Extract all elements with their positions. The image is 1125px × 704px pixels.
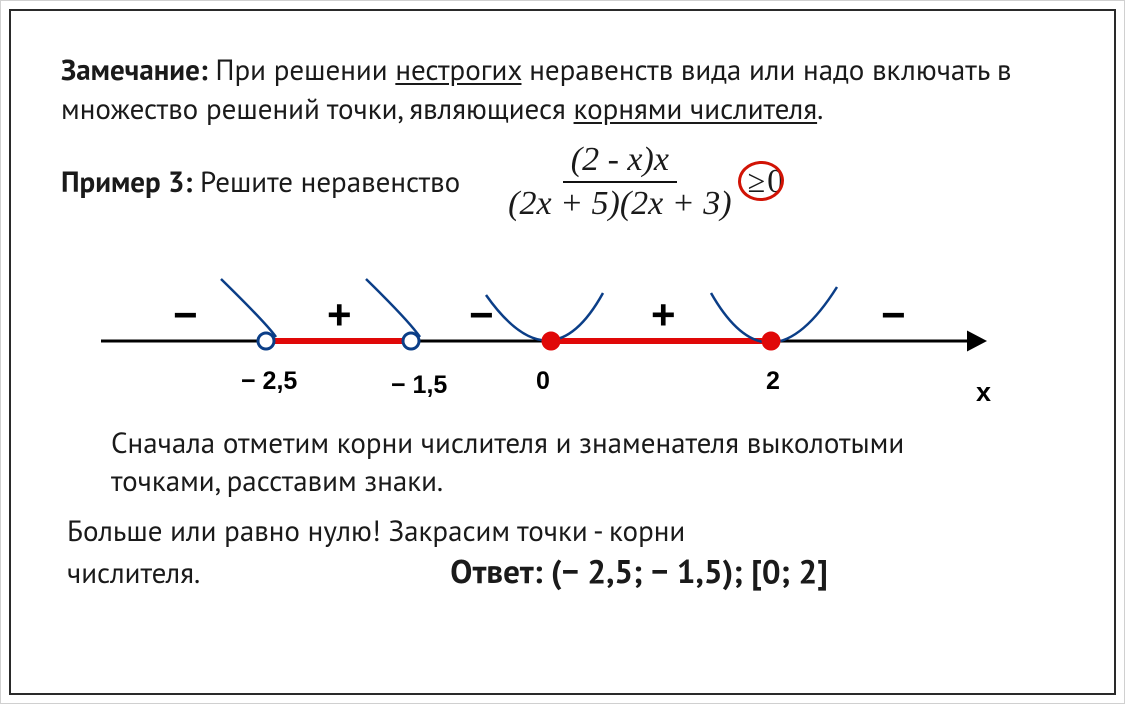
sign-label: + bbox=[327, 291, 352, 339]
relation-symbol: ≥ bbox=[748, 163, 766, 199]
inequality-formula: (2 - x)x (2x + 5)(2x + 3) ≥ 0 bbox=[500, 143, 784, 221]
example-prompt-text: Решите неравенство bbox=[192, 163, 460, 201]
sign-label: + bbox=[651, 291, 676, 339]
sign-label: − bbox=[881, 291, 906, 339]
explanation-2a: Больше или равно нулю! Закрасим точки - … bbox=[67, 513, 1074, 551]
answer-line: Ответ: (− 2,5; − 1,5); [0; 2] bbox=[450, 550, 828, 593]
tick-label: − 1,5 bbox=[391, 371, 447, 400]
example-row: Пример 3: Решите неравенство (2 - x)x (2… bbox=[61, 143, 1074, 221]
sign-label: − bbox=[173, 291, 198, 339]
answer-value: (− 2,5; − 1,5); [0; 2] bbox=[551, 550, 828, 593]
relation-wrap: ≥ bbox=[740, 163, 766, 201]
explanation-2b: числителя. bbox=[67, 555, 200, 593]
answer-label: Ответ: bbox=[450, 550, 551, 593]
note-label: Замечание: bbox=[61, 51, 208, 89]
fraction-numerator: (2 - x)x bbox=[563, 143, 677, 183]
rhs-value: 0 bbox=[765, 163, 784, 201]
fraction-denominator: (2x + 5)(2x + 3) bbox=[500, 183, 739, 221]
note-text3: . bbox=[817, 90, 823, 128]
note-text1: При решении bbox=[208, 51, 396, 89]
sign-label: − bbox=[469, 291, 494, 339]
note-block: Замечание: При решении нестрогих неравен… bbox=[61, 51, 1074, 129]
note-underlined1: нестрогих bbox=[395, 51, 521, 89]
number-line-diagram: − + − + − − 2,5 − 1,5 0 2 x bbox=[91, 251, 1031, 421]
x-axis-label: x bbox=[976, 377, 991, 408]
explanation-1: Сначала отметим корни числителя и знамен… bbox=[111, 425, 1011, 500]
tick-label: 2 bbox=[766, 367, 780, 396]
note-underlined2: корнями числителя bbox=[574, 90, 818, 128]
example-prompt: Пример 3: Решите неравенство bbox=[61, 163, 460, 201]
tick-label: − 2,5 bbox=[241, 367, 297, 396]
example-label: Пример 3: bbox=[61, 163, 192, 201]
tick-label: 0 bbox=[536, 367, 550, 396]
